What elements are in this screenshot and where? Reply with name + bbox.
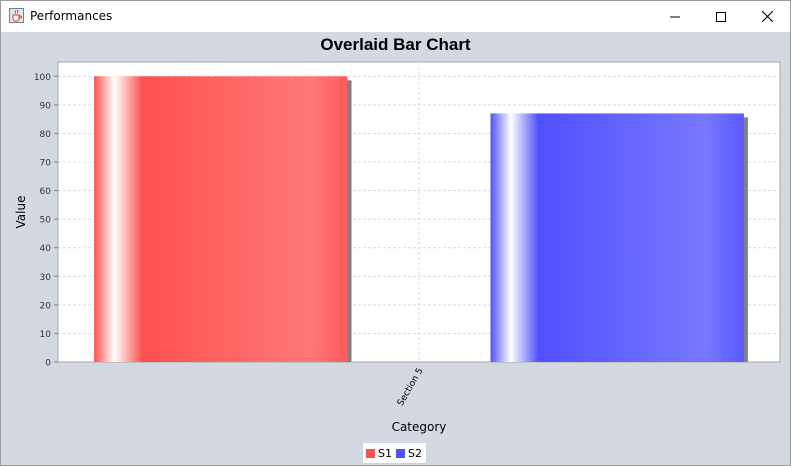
y-tick-label: 60: [40, 187, 52, 197]
bar-s1: [94, 76, 348, 363]
y-tick-label: 50: [40, 216, 52, 226]
y-tick-label: 40: [40, 244, 52, 254]
close-button[interactable]: [744, 1, 790, 32]
legend-swatch-s1: [366, 448, 375, 458]
y-axis-label: Value: [14, 196, 28, 229]
category-label: Section 5: [396, 367, 426, 408]
y-tick-label: 80: [40, 130, 52, 140]
maximize-icon: [716, 11, 726, 22]
y-tick-label: 0: [45, 359, 51, 369]
minimize-icon: [670, 16, 680, 17]
bar-chart: 0 10 20 30 40 50 60 70 80 90 100 Section 5 Category…: [14, 61, 781, 434]
legend-label-s1: S1: [378, 446, 392, 460]
bar-s2: [490, 113, 744, 362]
legend-label-s2: S2: [407, 446, 422, 460]
y-tick-label: 20: [40, 301, 52, 311]
minimize-button[interactable]: [652, 1, 698, 32]
legend-item-s2: S2: [395, 446, 422, 460]
y-tick-label: 10: [40, 330, 52, 340]
y-tick-label: 30: [40, 273, 52, 283]
legend-swatch-s2: [395, 448, 405, 458]
y-tick-label: 100: [34, 73, 51, 83]
legend-item-s1: S1: [366, 447, 392, 460]
chart-legend: S1 S2: [362, 442, 427, 464]
y-tick-label: 90: [40, 101, 52, 111]
java-cup-icon: [9, 8, 24, 23]
window-title: Performances: [30, 9, 113, 23]
x-axis-label: Category: [392, 420, 447, 434]
y-tick-label: 70: [40, 159, 52, 169]
chart-title: Overlaid Bar Chart: [320, 35, 471, 54]
close-icon: [761, 11, 773, 22]
title-bar[interactable]: Performances: [1, 1, 790, 32]
maximize-button[interactable]: [698, 1, 744, 32]
chart-panel: 0 10 20 30 40 50 60 70 80 90 100 Section 5 Category…: [1, 32, 790, 465]
